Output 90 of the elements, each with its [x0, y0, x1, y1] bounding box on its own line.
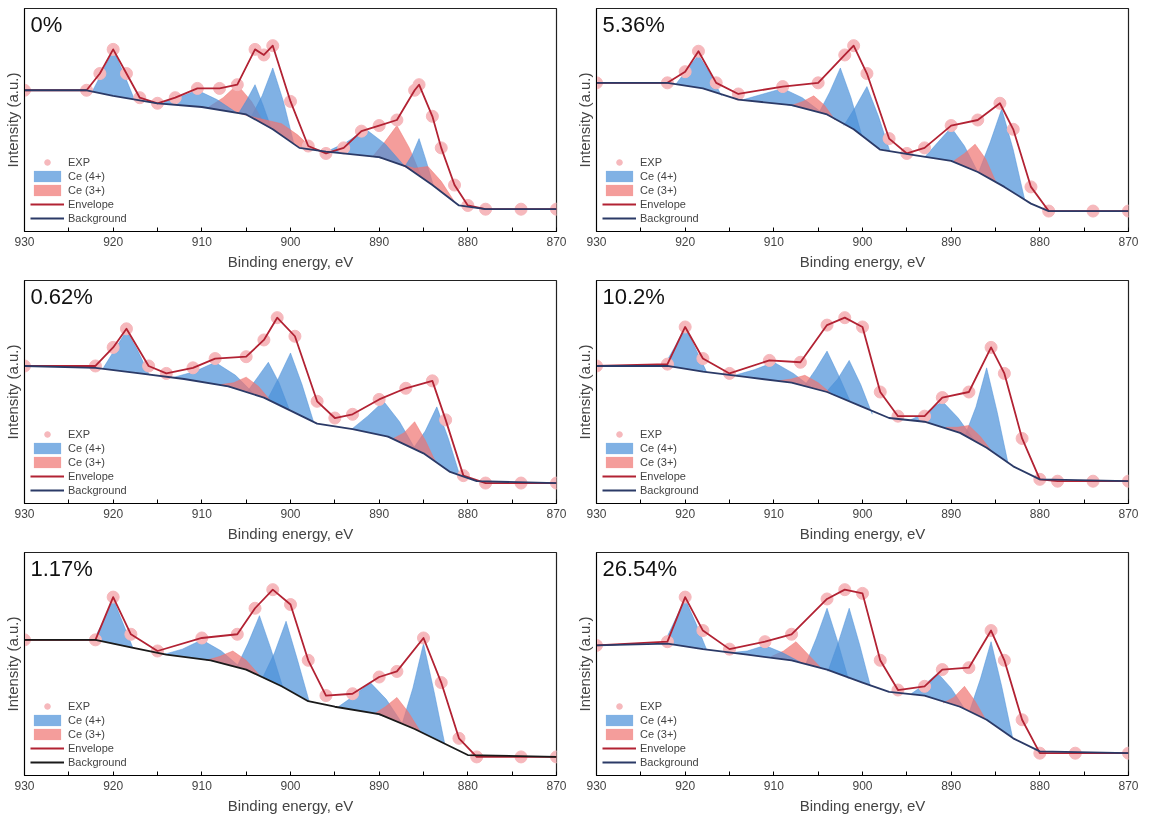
legend-label: Ce (4+): [68, 442, 105, 454]
legend-label: Envelope: [68, 198, 114, 210]
x-tick-label: 900: [280, 234, 301, 249]
x-tick-label: 920: [103, 778, 124, 793]
x-tick-label: 910: [191, 506, 213, 521]
x-tick-label: 890: [941, 234, 962, 249]
legend-label: Background: [640, 212, 699, 224]
x-tick-label: 930: [14, 234, 35, 249]
chart-title: 10.2%: [602, 283, 665, 309]
x-tick-label: 900: [852, 506, 873, 521]
x-tick-label: 930: [14, 778, 35, 793]
x-tick-label: 880: [1029, 234, 1051, 249]
x-tick-label: 900: [280, 506, 301, 521]
x-tick-label: 910: [763, 778, 785, 793]
chart-title: 1.17%: [30, 555, 93, 581]
x-tick-label: 900: [852, 234, 873, 249]
legend-label: Ce (3+): [68, 728, 105, 740]
legend-label: Envelope: [68, 742, 114, 754]
legend-label: Ce (3+): [640, 728, 677, 740]
legend-label: EXP: [640, 428, 663, 440]
x-tick-label: 930: [14, 506, 35, 521]
x-tick-label: 880: [457, 234, 479, 249]
x-tick-label: 890: [369, 234, 390, 249]
legend-label: Ce (3+): [640, 456, 677, 468]
x-tick-label: 920: [675, 778, 696, 793]
legend-label: Ce (3+): [68, 184, 105, 196]
legend-label: Background: [68, 212, 127, 224]
x-tick-label: 930: [586, 234, 607, 249]
x-tick-label: 870: [1118, 234, 1139, 249]
x-tick-label: 890: [941, 506, 962, 521]
legend-label: Ce (4+): [68, 170, 105, 182]
x-tick-label: 870: [1118, 778, 1139, 793]
x-tick-label: 870: [1118, 506, 1139, 521]
x-tick-label: 900: [852, 778, 873, 793]
x-tick-label: 870: [546, 506, 567, 521]
x-tick-label: 870: [546, 778, 567, 793]
legend-label: Ce (4+): [640, 442, 677, 454]
x-axis-title: Binding energy, eV: [227, 252, 354, 270]
x-tick-label: 890: [941, 778, 962, 793]
x-axis-title: Binding energy, eV: [227, 796, 354, 814]
x-tick-label: 920: [675, 506, 696, 521]
x-tick-label: 930: [586, 778, 607, 793]
legend-label: Background: [640, 484, 699, 496]
y-axis-title: Intensity (a.u.): [3, 616, 21, 712]
legend-label: Ce (4+): [640, 170, 677, 182]
x-tick-label: 870: [546, 234, 567, 249]
x-tick-label: 890: [369, 778, 390, 793]
x-tick-label: 910: [763, 234, 785, 249]
y-axis-title: Intensity (a.u.): [575, 72, 593, 168]
legend-label: Background: [640, 756, 699, 768]
legend-label: Ce (3+): [640, 184, 677, 196]
legend-label: Ce (4+): [640, 714, 677, 726]
legend-label: Ce (4+): [68, 714, 105, 726]
x-tick-label: 920: [103, 506, 124, 521]
x-tick-label: 880: [1029, 778, 1051, 793]
x-axis-title: Binding energy, eV: [799, 252, 926, 270]
legend-label: EXP: [640, 700, 663, 712]
legend-label: EXP: [640, 156, 663, 168]
x-tick-label: 880: [457, 778, 479, 793]
chart-title: 0%: [30, 11, 63, 37]
y-axis-title: Intensity (a.u.): [3, 344, 21, 440]
x-tick-label: 900: [280, 778, 301, 793]
x-tick-label: 910: [191, 778, 213, 793]
x-axis-title: Binding energy, eV: [799, 524, 926, 542]
y-axis-title: Intensity (a.u.): [575, 344, 593, 440]
legend-label: Envelope: [68, 470, 114, 482]
legend-label: Background: [68, 484, 127, 496]
legend-label: EXP: [68, 700, 91, 712]
legend-label: EXP: [68, 428, 91, 440]
legend-label: Envelope: [640, 198, 686, 210]
x-tick-label: 920: [103, 234, 124, 249]
legend-label: Background: [68, 756, 127, 768]
x-tick-label: 930: [586, 506, 607, 521]
legend-label: Envelope: [640, 470, 686, 482]
y-axis-title: Intensity (a.u.): [3, 72, 21, 168]
x-tick-label: 890: [369, 506, 390, 521]
x-tick-label: 880: [1029, 506, 1051, 521]
x-tick-label: 880: [457, 506, 479, 521]
legend-label: Envelope: [640, 742, 686, 754]
x-tick-label: 910: [191, 234, 213, 249]
x-axis-title: Binding energy, eV: [227, 524, 354, 542]
chart-title: 5.36%: [602, 11, 665, 37]
x-tick-label: 920: [675, 234, 696, 249]
y-axis-title: Intensity (a.u.): [575, 616, 593, 712]
legend-label: Ce (3+): [68, 456, 105, 468]
chart-title: 0.62%: [30, 283, 93, 309]
x-tick-label: 910: [763, 506, 785, 521]
legend-label: EXP: [68, 156, 91, 168]
x-axis-title: Binding energy, eV: [799, 796, 926, 814]
chart-title: 26.54%: [602, 555, 678, 581]
